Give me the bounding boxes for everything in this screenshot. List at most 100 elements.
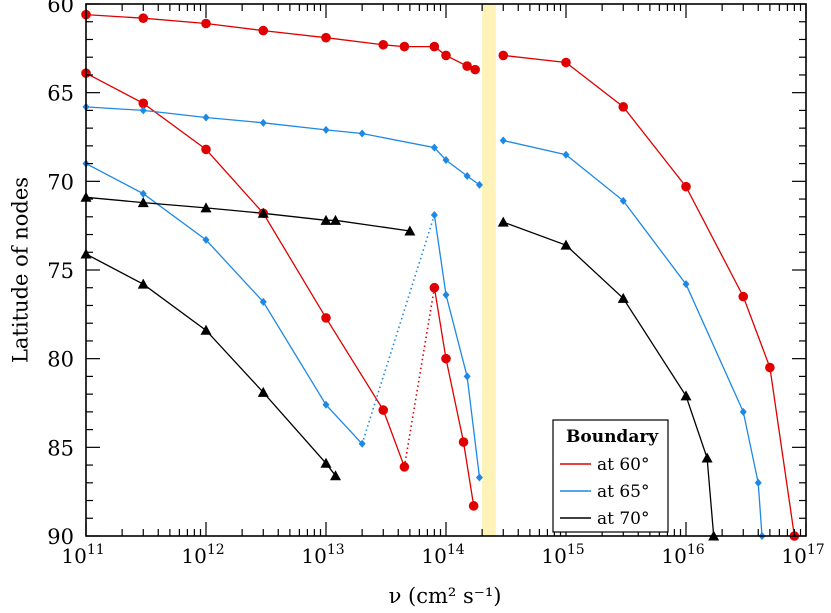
data-point — [462, 61, 472, 71]
data-point — [475, 473, 483, 482]
data-point — [399, 41, 410, 52]
data-point — [137, 278, 149, 289]
data-point — [497, 216, 509, 227]
legend: Boundary at 60° at 65° at 70° — [552, 419, 669, 533]
data-point — [330, 214, 342, 225]
y-tick-label: 60 — [47, 0, 74, 17]
x-tick-label: 1016 — [661, 542, 704, 568]
data-point — [475, 180, 483, 189]
y-axis-label: Latitude of nodes — [9, 177, 33, 363]
shaded-band-layer — [482, 4, 496, 536]
data-point — [321, 32, 331, 43]
series-line — [85, 106, 480, 186]
data-point — [561, 57, 571, 68]
data-point — [463, 172, 471, 181]
series-line — [433, 214, 481, 478]
data-point — [681, 181, 691, 192]
y-tick-label: 85 — [47, 436, 74, 460]
data-point — [257, 386, 269, 397]
data-point — [399, 462, 410, 472]
legend-title: Boundary — [566, 427, 659, 447]
data-point — [378, 39, 389, 50]
data-point — [463, 372, 471, 381]
data-point — [258, 25, 269, 36]
shaded-band — [482, 4, 496, 536]
data-point — [358, 129, 366, 138]
data-point — [498, 50, 509, 61]
series-lines — [85, 13, 796, 537]
data-point — [468, 501, 479, 511]
x-tick-label: 1015 — [541, 542, 584, 568]
x-tick-label: 1012 — [181, 542, 224, 568]
x-tick-label: 1011 — [61, 542, 104, 568]
legend-label: at 60° — [597, 455, 650, 475]
data-point — [618, 102, 629, 112]
data-point — [441, 353, 451, 364]
data-point — [257, 207, 269, 218]
data-point — [619, 196, 627, 205]
data-point — [701, 452, 713, 463]
axis-ticks — [85, 3, 807, 537]
data-point — [378, 405, 389, 415]
data-point — [429, 282, 440, 293]
data-point — [458, 437, 469, 447]
data-point — [259, 118, 267, 127]
legend-label: at 65° — [597, 482, 650, 502]
x-tick-label: 1014 — [421, 542, 464, 568]
axis-tick-labels: 1011 1012 1013 1014 1015 1016 1017 60 65 70 75 80 85… — [47, 0, 824, 568]
data-point — [138, 98, 149, 109]
data-point — [138, 13, 149, 23]
data-point — [201, 18, 211, 29]
series-line — [361, 214, 436, 445]
data-point — [499, 136, 507, 145]
plot-frame — [85, 3, 807, 537]
data-point — [358, 439, 366, 448]
data-point — [202, 235, 210, 244]
data-point — [259, 297, 267, 306]
data-point — [202, 113, 210, 122]
data-point — [441, 50, 451, 61]
x-tick-label: 1017 — [781, 542, 824, 568]
data-point — [754, 478, 762, 487]
data-point — [139, 106, 147, 115]
data-point — [739, 407, 747, 416]
y-tick-label: 90 — [47, 525, 74, 549]
data-point — [442, 156, 450, 165]
data-point — [680, 390, 692, 401]
data-point — [682, 280, 690, 289]
data-point — [765, 362, 775, 373]
series-line — [85, 72, 406, 468]
data-point — [200, 324, 212, 335]
series-line — [503, 221, 715, 537]
data-point — [320, 214, 332, 225]
data-point — [429, 41, 440, 52]
data-point — [617, 292, 629, 303]
series-line — [403, 287, 436, 467]
series-line — [433, 287, 475, 507]
data-point — [139, 189, 147, 198]
y-tick-label: 75 — [47, 259, 74, 283]
legend-box — [552, 419, 669, 533]
data-point — [560, 239, 572, 250]
legend-label: at 70° — [597, 509, 650, 529]
data-point — [201, 144, 211, 155]
data-point — [430, 211, 438, 220]
y-tick-label: 80 — [47, 348, 74, 372]
x-axis-label: ν (cm² s⁻¹) — [389, 584, 502, 608]
y-tick-label: 70 — [47, 170, 74, 194]
data-point — [470, 64, 480, 75]
legend-entries: at 60° at 65° at 70° — [560, 455, 650, 529]
data-point — [430, 143, 438, 152]
data-point — [320, 457, 332, 468]
series-line — [85, 253, 337, 477]
data-point — [322, 125, 330, 134]
data-point — [137, 197, 149, 208]
data-point — [322, 400, 330, 409]
data-point — [442, 290, 450, 299]
data-point — [330, 470, 342, 481]
data-point — [321, 313, 331, 323]
y-tick-label: 65 — [47, 82, 74, 106]
data-point — [562, 150, 570, 159]
series-line — [85, 163, 363, 445]
